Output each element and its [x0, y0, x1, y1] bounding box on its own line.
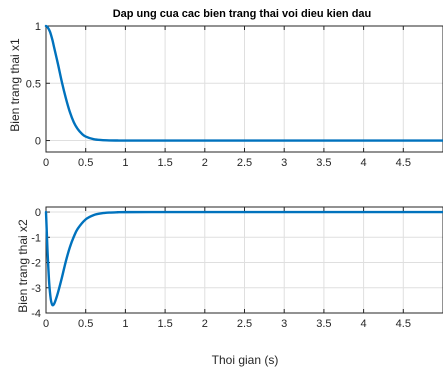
plot-x2: 0 0.5 1 1.5 2 2.5 3 3.5 4 4.5 -4 -3 -2 -1 0 [31, 206, 443, 330]
x-tick-label: 1.5 [157, 157, 172, 169]
y-tick-label: 0.5 [26, 78, 41, 90]
y-axis-label-x2: Bien trang thai x2 [16, 219, 30, 313]
x-tick-label: 2.5 [237, 157, 252, 169]
x-tick-label: 4 [361, 157, 367, 169]
x-tick-label: 4 [361, 318, 367, 330]
x-axis-label: Thoi gian (s) [212, 353, 279, 367]
x-tick-label: 3 [281, 318, 287, 330]
x-tick-label: 3.5 [316, 157, 331, 169]
y-tick-label: -4 [31, 308, 41, 320]
x-tick-label: 4.5 [396, 157, 411, 169]
series-line [44, 24, 443, 142]
y-tick-label: 0 [35, 207, 41, 219]
y-tick-label: -3 [31, 283, 41, 295]
x-tick-label: 0 [43, 318, 49, 330]
x-tick-label: 4.5 [396, 318, 411, 330]
x-tick-label: 2 [202, 318, 208, 330]
x-tick-label: 1.5 [157, 318, 172, 330]
y-tick-label: -1 [31, 232, 41, 244]
x-tick-label: 1 [122, 157, 128, 169]
x-tick-label: 1 [122, 318, 128, 330]
y-tick-label: 0 [35, 136, 41, 148]
x-tick-label: 3 [281, 157, 287, 169]
y-tick-label: 1 [35, 21, 41, 33]
x-tick-label: 3.5 [316, 318, 331, 330]
x-tick-label: 0.5 [78, 157, 93, 169]
x-tick-label: 0 [43, 157, 49, 169]
x-tick-label: 2 [202, 157, 208, 169]
plot-x1: 0 0.5 1 1.5 2 2.5 3 3.5 4 4.5 0 0.5 1 [26, 21, 443, 169]
series-line [44, 210, 443, 307]
x-tick-label: 2.5 [237, 318, 252, 330]
y-tick-label: -2 [31, 258, 41, 270]
x-tick-label: 0.5 [78, 318, 93, 330]
chart-title: Dap ung cua cac bien trang thai voi dieu… [113, 8, 372, 20]
y-axis-label-x1: Bien trang thai x1 [8, 38, 22, 132]
